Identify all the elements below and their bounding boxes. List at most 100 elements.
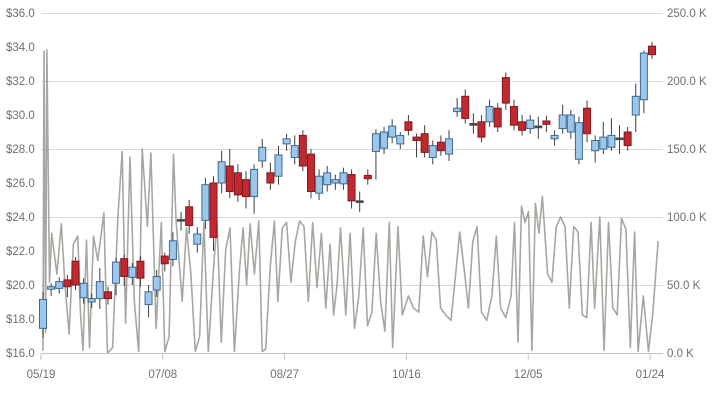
price-axis-label: $28.0 [6,144,35,156]
down-candle [420,125,429,158]
down-candle [623,126,632,151]
candle-body [648,45,656,56]
candle-body [363,174,372,180]
candle-body [71,260,80,286]
candle-body [583,107,592,135]
down-candle [477,115,486,143]
candle-body [331,179,340,184]
candle-body [144,291,153,306]
up-candle [282,133,291,151]
down-candle [185,200,194,234]
candle-body [388,125,397,138]
candle-body [469,123,478,126]
up-candle [274,145,283,185]
up-candle [250,164,259,214]
down-candle [63,274,72,297]
candle-body [103,291,112,300]
candle-body [315,175,324,194]
candle-body [47,286,56,290]
down-candle [306,149,315,199]
candle-body [639,52,648,101]
down-candle [493,103,502,132]
up-candle [152,269,161,297]
up-candle [396,132,405,149]
candle-body [87,298,96,303]
axis-labels: $36.0 $34.0 $32.0 $30.0 $28.0 $26.0 $24.0 $22.0… [6,8,707,381]
doji-candle [177,211,186,231]
doji-candle [534,116,543,139]
down-candle [103,286,112,305]
up-candle [193,227,202,253]
candle-body [558,114,567,130]
up-candle [331,174,340,190]
up-candle [558,104,567,134]
candle-body [542,120,551,125]
candle-body [298,134,307,167]
up-candle [526,115,535,134]
up-candle [201,177,210,229]
candle-body [404,121,413,131]
price-axis-label: $20.0 [6,280,35,292]
down-candle [412,133,421,158]
date-axis-label: 10/16 [392,369,421,381]
candle-body [323,172,332,186]
candle-body [485,106,494,123]
date-axis-label: 07/08 [148,369,177,381]
down-candle [542,115,551,132]
candle-body [306,153,315,193]
up-candle [371,129,380,180]
up-candle [79,278,88,304]
up-candle [258,138,267,168]
candle-body [79,282,88,299]
up-candle [453,98,462,117]
candle-body [607,134,616,148]
up-candle [128,262,137,285]
volume-polyline [42,48,659,354]
doji-candle [355,191,364,212]
candlestick-series [39,41,656,338]
candle-body [453,107,462,113]
down-candle [209,176,218,251]
volume-axis-label: 100.0 K [667,212,707,224]
candle-body [355,200,364,203]
down-candle [501,72,510,110]
up-candle [290,135,299,165]
candle-body [266,172,275,184]
candle-body [461,95,470,119]
up-candle [550,130,559,146]
down-candle [518,115,527,136]
price-axis-label: $34.0 [6,42,35,54]
volume-axis-label: 0.0 K [667,348,694,360]
up-candle [39,291,47,338]
candle-body [112,261,121,284]
candle-body [615,137,624,141]
candle-body [128,266,137,278]
up-candle [380,126,389,155]
down-candle [648,41,656,59]
up-candle [87,293,96,308]
candle-body [339,172,348,185]
down-candle [233,164,242,202]
candle-body [250,168,259,198]
down-candle [242,171,250,209]
candle-body [120,258,129,277]
up-candle [47,283,56,297]
candle-body [428,145,437,159]
candle-body [445,138,453,155]
up-candle [631,83,640,132]
up-candle [95,268,104,309]
candle-body [201,184,210,221]
volume-axis-label: 150.0 K [667,144,707,156]
price-axis-label: $32.0 [6,76,35,88]
up-candle [388,119,397,144]
down-candle [509,99,518,131]
price-axis-label: $22.0 [6,246,35,258]
candle-body [550,134,559,140]
price-axis-label: $18.0 [6,314,35,326]
candle-body [63,279,72,288]
candle-body [185,206,194,227]
price-axis-label: $24.0 [6,212,35,224]
down-candle [298,130,307,172]
up-candle [445,130,453,161]
